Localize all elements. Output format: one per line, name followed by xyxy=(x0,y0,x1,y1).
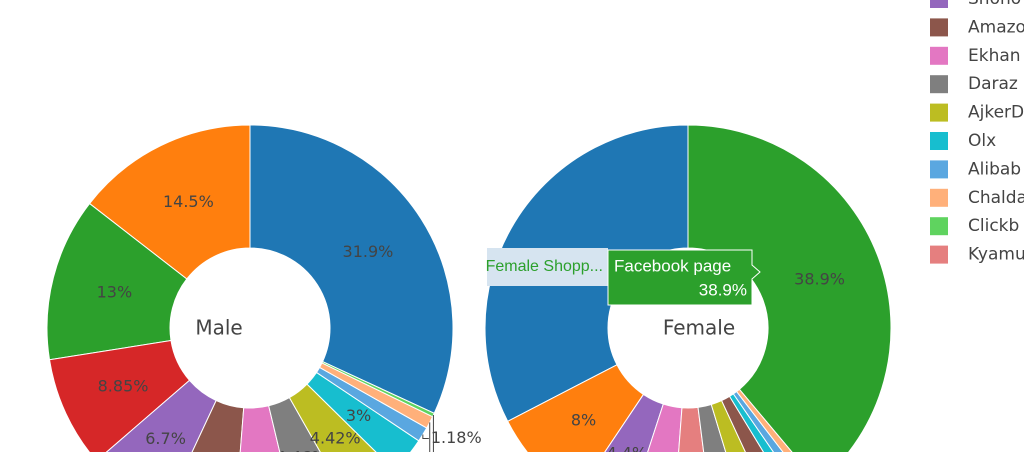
legend-label: Kyamu xyxy=(968,245,1024,265)
hole-title: Male xyxy=(195,316,242,340)
legend-swatch xyxy=(930,245,948,264)
pie-slice xyxy=(88,124,251,280)
pie-slice xyxy=(48,339,191,452)
legend-swatch xyxy=(930,217,948,236)
pie-slice xyxy=(105,379,217,452)
pie-slice xyxy=(239,405,281,452)
pie-slice xyxy=(604,393,664,452)
legend-swatch xyxy=(930,0,948,8)
slice-label: 8.85% xyxy=(98,377,149,396)
leader-line xyxy=(422,434,429,439)
hover-value: 38.9% xyxy=(699,280,747,299)
hole-title: Female xyxy=(663,316,735,340)
pie-slice xyxy=(249,124,454,414)
legend-swatch xyxy=(930,132,948,150)
legend-label: Amazo xyxy=(968,17,1024,37)
leader-line xyxy=(429,422,431,452)
hover-name-box xyxy=(487,248,608,286)
hover-tooltip: Female Shopp... Facebook page 38.9% xyxy=(486,248,761,306)
leader-line xyxy=(432,414,434,452)
slice-label: 4.42% xyxy=(310,429,361,448)
slice-label: 4.46% xyxy=(276,448,327,452)
legend-swatch xyxy=(930,18,948,37)
legend-label: Olx xyxy=(968,131,996,151)
slice-label: 6.7% xyxy=(145,429,186,448)
slice-label: 31.9% xyxy=(343,242,394,261)
legend-swatch xyxy=(930,160,948,179)
slice-label: 1% xyxy=(438,450,463,452)
legend-label: Shoho xyxy=(968,0,1021,9)
pie-slice xyxy=(191,399,245,452)
hover-trace: Female Shopp... xyxy=(486,258,603,275)
slice-label: 2.2% xyxy=(718,448,759,452)
legend-swatch xyxy=(930,75,948,94)
legend-label: Daraz xyxy=(968,74,1018,94)
pie-slice xyxy=(647,403,683,452)
legend-swatch xyxy=(930,103,948,122)
slice-label: 4.4% xyxy=(606,443,647,452)
legend-label: Clickb xyxy=(968,216,1019,236)
slice-label: 8% xyxy=(571,411,596,430)
slice-label: 13% xyxy=(97,283,133,302)
hover-label: Facebook page xyxy=(614,256,731,275)
slice-label: 1.18% xyxy=(431,428,482,447)
pie-slice xyxy=(46,202,188,361)
slice-label: 3% xyxy=(346,406,371,425)
legend-label: Alibab xyxy=(968,159,1021,179)
slice-label: 14.5% xyxy=(163,192,214,211)
pie-slice xyxy=(735,388,793,452)
legend-swatch xyxy=(930,188,948,207)
pie-slice xyxy=(687,124,892,452)
hover-box xyxy=(607,249,761,306)
legend-label: Chalda xyxy=(968,188,1024,208)
legend-label: Ekhan xyxy=(968,46,1021,66)
slice-label: 38.9% xyxy=(794,270,845,289)
legend-swatch xyxy=(930,46,948,65)
pie-slice xyxy=(507,364,645,452)
legend-label: AjkerD xyxy=(968,103,1024,123)
